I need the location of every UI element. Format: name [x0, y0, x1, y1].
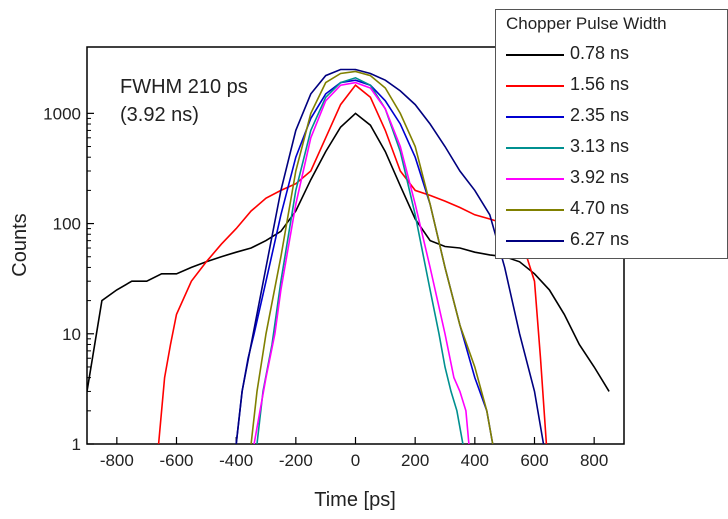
annotation-line-1: FWHM 210 ps: [120, 76, 248, 98]
x-tick-label: 200: [401, 451, 429, 470]
legend-swatch: [506, 85, 564, 87]
legend-item: 1.56 ns: [506, 73, 726, 103]
legend-label: 0.78 ns: [570, 43, 630, 63]
series-line-2-35-ns: [235, 79, 494, 444]
legend-item: 2.35 ns: [506, 104, 726, 134]
x-axis-label: Time [ps]: [314, 489, 396, 511]
x-tick-label: -400: [219, 451, 253, 470]
x-tick-label: 400: [461, 451, 489, 470]
x-tick-label: 800: [580, 451, 608, 470]
series-line-0-78-ns: [87, 112, 610, 392]
legend: Chopper Pulse Width 0.78 ns 1.56 ns 2.35 n…: [495, 9, 728, 259]
y-tick-label: 1: [72, 435, 81, 454]
y-tick-label: 1000: [43, 104, 81, 123]
x-tick-label: -600: [159, 451, 193, 470]
legend-label: 1.56 ns: [570, 74, 630, 94]
legend-item: 6.27 ns: [506, 228, 726, 258]
legend-title: Chopper Pulse Width: [506, 14, 667, 33]
legend-item: 3.13 ns: [506, 135, 726, 165]
legend-swatch: [506, 147, 564, 149]
legend-swatch: [506, 54, 564, 56]
series-line-4-70-ns: [250, 70, 494, 444]
legend-swatch: [506, 209, 564, 211]
legend-label: 4.70 ns: [570, 198, 630, 218]
x-tick-label: 0: [351, 451, 360, 470]
legend-swatch: [506, 240, 564, 242]
legend-label: 3.13 ns: [570, 136, 630, 156]
legend-swatch: [506, 116, 564, 118]
legend-item: 3.92 ns: [506, 166, 726, 196]
x-tick-label: 600: [520, 451, 548, 470]
legend-swatch: [506, 178, 564, 180]
series-line-6-27-ns: [235, 68, 545, 444]
legend-label: 3.92 ns: [570, 167, 630, 187]
series-line-3-13-ns: [256, 76, 464, 444]
series-line-1-56-ns: [157, 84, 548, 444]
y-tick-label: 100: [53, 215, 81, 234]
legend-label: 6.27 ns: [570, 229, 630, 249]
y-tick-label: 10: [62, 325, 81, 344]
x-tick-label: -800: [100, 451, 134, 470]
series-line-3-92-ns: [253, 81, 470, 444]
legend-label: 2.35 ns: [570, 105, 630, 125]
annotation-line-2: (3.92 ns): [120, 104, 199, 126]
legend-item: 0.78 ns: [506, 42, 726, 72]
y-axis-label: Counts: [9, 213, 31, 276]
legend-item: 4.70 ns: [506, 197, 726, 227]
x-tick-label: -200: [279, 451, 313, 470]
